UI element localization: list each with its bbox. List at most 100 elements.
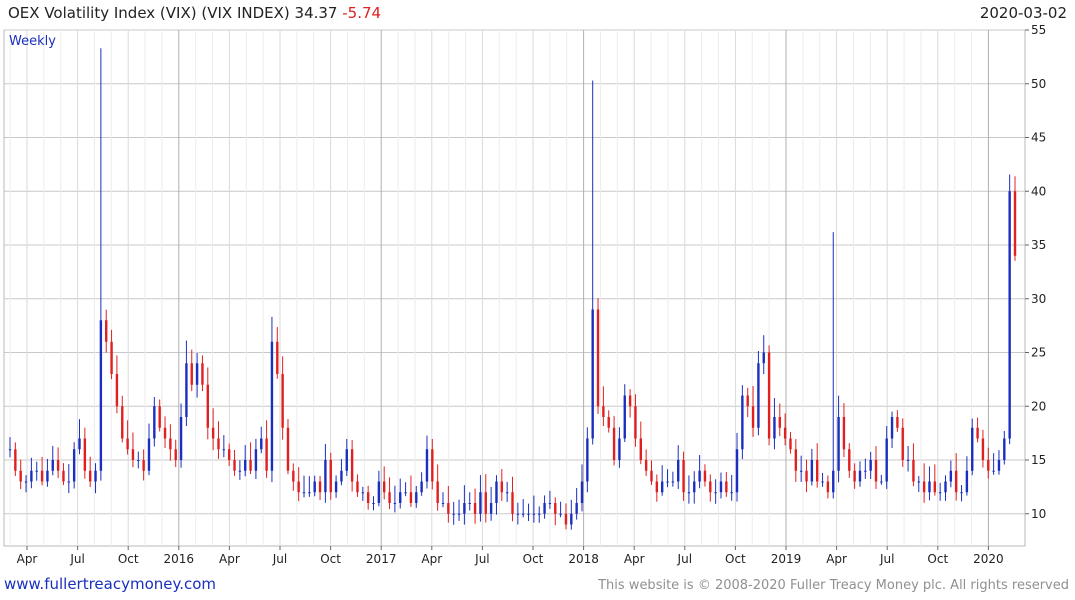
- bar-body: [826, 481, 830, 493]
- bar-body: [489, 503, 493, 514]
- bar-body: [350, 449, 354, 482]
- last-price: 34.37: [294, 4, 338, 22]
- bar-body: [832, 470, 835, 493]
- x-tick-label: 2018: [568, 552, 599, 566]
- x-tick-label: 2016: [164, 552, 195, 566]
- x-tick-label: Apr: [17, 552, 38, 566]
- bar-body: [896, 417, 899, 428]
- bar-body: [222, 449, 226, 451]
- bar-body: [644, 460, 648, 471]
- bar-body: [944, 481, 947, 493]
- bar-body: [356, 481, 359, 493]
- bar-body: [393, 503, 397, 504]
- bar-body: [227, 449, 231, 460]
- bar-body: [612, 427, 616, 460]
- bar-body: [366, 492, 370, 503]
- bar-body: [404, 492, 407, 494]
- y-tick-label: 10: [1031, 507, 1046, 521]
- price-change: -5.74: [342, 4, 382, 22]
- bar-body: [468, 503, 471, 504]
- bar-body: [51, 460, 54, 471]
- bar-body: [639, 438, 642, 460]
- bar-body: [869, 460, 872, 471]
- bar-body: [121, 406, 124, 439]
- bar-body: [783, 427, 787, 439]
- bar-body: [816, 460, 819, 482]
- bar-body: [596, 309, 600, 407]
- bar-body: [698, 470, 701, 482]
- bar-body: [607, 417, 610, 428]
- bar-body: [302, 492, 306, 494]
- bar-body: [714, 492, 717, 494]
- bar-body: [409, 492, 413, 503]
- bar-body: [105, 320, 108, 342]
- bar-body: [521, 513, 525, 515]
- bar-body: [543, 503, 546, 514]
- bar-body: [88, 470, 92, 482]
- bar-body: [377, 481, 381, 503]
- website-link[interactable]: www.fullertreacymoney.com: [4, 575, 217, 593]
- bar-body: [313, 481, 316, 493]
- bar-body: [997, 460, 1001, 471]
- bar-body: [495, 481, 498, 503]
- bar-body: [153, 406, 156, 439]
- bar-body: [794, 449, 798, 471]
- bar-body: [703, 470, 707, 482]
- bar-body: [473, 503, 477, 514]
- bar-body: [837, 417, 840, 471]
- bar-body: [954, 470, 958, 493]
- bar-body: [334, 481, 338, 493]
- bar-body: [137, 460, 140, 461]
- bar-body: [602, 406, 605, 417]
- bar-body: [933, 481, 937, 493]
- bar-body: [142, 460, 145, 471]
- bar-body: [586, 438, 589, 482]
- bar-body: [436, 481, 439, 503]
- bar-body: [147, 438, 151, 471]
- x-tick-label: Apr: [624, 552, 645, 566]
- bar-body: [564, 513, 568, 525]
- bar-body: [842, 417, 846, 450]
- bar-body: [677, 460, 680, 482]
- x-tick-label: Apr: [421, 552, 442, 566]
- bar-body: [799, 470, 803, 472]
- bar-body: [730, 492, 733, 494]
- bar-body: [24, 481, 28, 483]
- bar-body: [399, 492, 402, 503]
- x-tick-label: Apr: [826, 552, 847, 566]
- bar-body: [452, 513, 455, 515]
- bar-body: [484, 492, 487, 514]
- bar-body: [158, 406, 161, 428]
- bar-body: [778, 417, 781, 428]
- bar-body: [190, 363, 193, 385]
- bar-body: [361, 492, 365, 494]
- bar-body: [318, 481, 322, 493]
- bar-body: [372, 503, 375, 504]
- bar-body: [890, 417, 894, 439]
- bar-body: [693, 481, 696, 493]
- bar-body: [14, 449, 17, 471]
- bar-body: [19, 470, 22, 482]
- bar-body: [340, 470, 343, 482]
- bar-body: [1013, 191, 1017, 256]
- bar-body: [249, 460, 252, 471]
- bar-body: [1003, 438, 1006, 460]
- bar-body: [666, 481, 669, 483]
- bar-body: [992, 470, 995, 472]
- bar-body: [281, 374, 284, 428]
- x-tick-label: Jul: [677, 552, 692, 566]
- y-tick-label: 15: [1031, 453, 1046, 467]
- bar-body: [206, 384, 209, 428]
- bar-body: [308, 492, 311, 494]
- bar-body: [976, 427, 979, 439]
- bar-body: [431, 449, 434, 482]
- bar-body: [62, 470, 65, 482]
- bar-body: [238, 470, 242, 472]
- bar-body: [217, 438, 220, 450]
- chart-title: OEX Volatility Index (VIX) (VIX INDEX): [8, 4, 290, 22]
- bar-body: [928, 481, 931, 493]
- bar-body: [505, 492, 509, 494]
- bar-body: [810, 460, 814, 482]
- bar-body: [848, 449, 851, 471]
